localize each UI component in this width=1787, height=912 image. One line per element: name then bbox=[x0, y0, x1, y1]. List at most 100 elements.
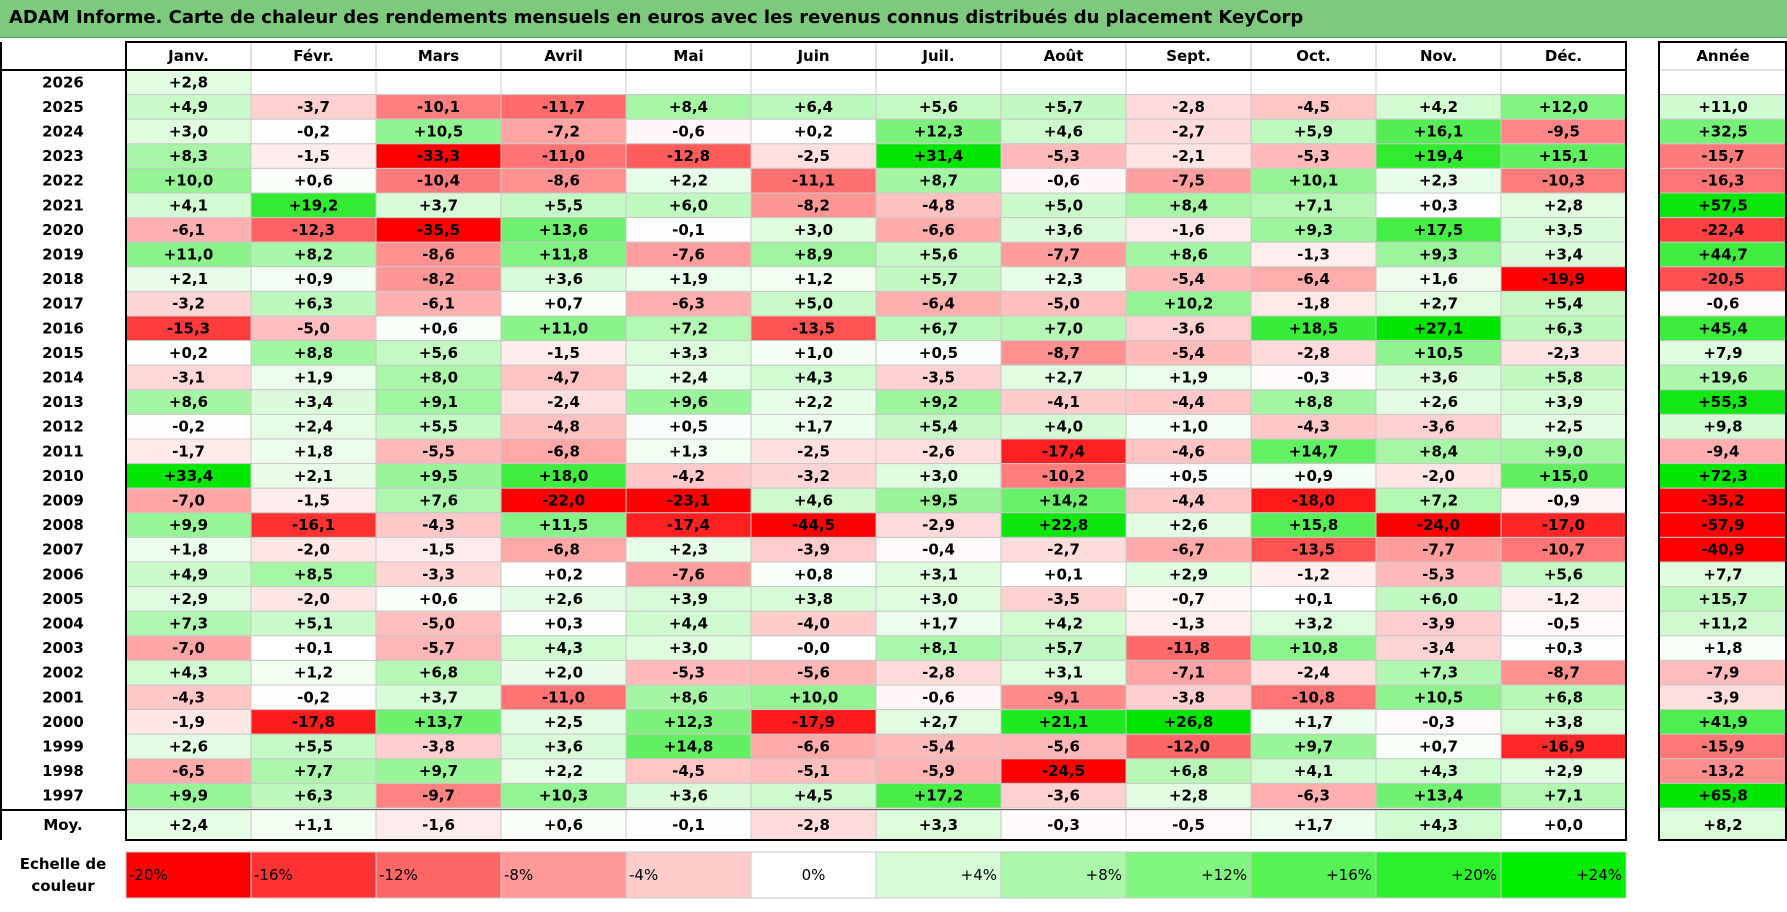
cell-value: +2,1 bbox=[294, 467, 333, 485]
cell-value: +5,9 bbox=[1294, 123, 1333, 141]
cell-value: +0,8 bbox=[794, 565, 833, 583]
cell-value: -13,5 bbox=[792, 319, 835, 337]
cell-value: -3,3 bbox=[422, 565, 455, 583]
heatmap-cell bbox=[750, 610, 877, 637]
cell-value: +9,7 bbox=[1294, 738, 1333, 756]
heatmap-cell bbox=[1125, 635, 1252, 661]
cell-value: +2,7 bbox=[1419, 295, 1458, 313]
annual-cell bbox=[1658, 487, 1787, 514]
heatmap-cell bbox=[1250, 389, 1377, 415]
cell-value: -5,3 bbox=[1422, 565, 1455, 583]
annual-value: +57,5 bbox=[1698, 196, 1748, 214]
cell-value: +4,6 bbox=[1044, 123, 1083, 141]
heatmap-cell bbox=[1000, 143, 1127, 169]
heatmap-cell bbox=[1125, 586, 1252, 612]
heatmap-cell bbox=[750, 217, 877, 243]
heatmap-cell bbox=[750, 290, 877, 317]
heatmap-cell bbox=[375, 241, 502, 268]
month-header: Avril bbox=[544, 47, 583, 65]
cell-value: -5,9 bbox=[922, 762, 955, 780]
cell-value: +6,8 bbox=[419, 664, 458, 682]
heatmap-cell bbox=[1375, 438, 1502, 465]
cell-value: +3,8 bbox=[1544, 713, 1583, 731]
annual-value: +15,7 bbox=[1698, 590, 1748, 608]
cell-value: -2,0 bbox=[1422, 467, 1455, 485]
cell-value: +0,2 bbox=[544, 565, 583, 583]
annual-cell bbox=[1658, 266, 1787, 292]
cell-value: -10,3 bbox=[1542, 172, 1585, 190]
cell-value: +22,8 bbox=[1039, 516, 1089, 534]
heatmap-cell bbox=[1125, 364, 1252, 391]
cell-value: +8,6 bbox=[669, 688, 708, 706]
cell-value: -4,0 bbox=[797, 615, 830, 633]
heatmap-cell bbox=[875, 167, 1002, 194]
cell-value: +3,0 bbox=[919, 590, 958, 608]
heatmap-cell bbox=[375, 438, 502, 465]
heatmap-cell bbox=[500, 463, 627, 489]
heatmap-cell bbox=[875, 364, 1002, 391]
cell-value: +8,3 bbox=[169, 147, 208, 165]
cell-value: +1,3 bbox=[669, 442, 708, 460]
annual-value: +9,8 bbox=[1703, 418, 1742, 436]
year-label: 2022 bbox=[42, 172, 84, 190]
cell-value: -0,6 bbox=[922, 688, 955, 706]
cell-value: -0,7 bbox=[1172, 590, 1205, 608]
cell-value: +4,9 bbox=[169, 98, 208, 116]
cell-value: +9,3 bbox=[1419, 246, 1458, 264]
cell-value: +4,9 bbox=[169, 565, 208, 583]
year-label: 1999 bbox=[42, 738, 84, 756]
heatmap-cell bbox=[250, 635, 377, 661]
heatmap-cell bbox=[750, 782, 877, 809]
cell-value: +3,6 bbox=[669, 787, 708, 805]
cell-value: +9,0 bbox=[1544, 442, 1583, 460]
heatmap-cell bbox=[1375, 536, 1502, 563]
heatmap-cell bbox=[625, 266, 752, 292]
cell-value: +6,3 bbox=[1544, 319, 1583, 337]
cell-value: +11,5 bbox=[539, 516, 589, 534]
cell-value: -9,5 bbox=[1547, 123, 1580, 141]
heatmap-cell bbox=[625, 487, 752, 514]
heatmap-cell bbox=[750, 463, 877, 489]
cell-value: -1,2 bbox=[1297, 565, 1330, 583]
cell-value: -2,8 bbox=[1297, 344, 1330, 362]
heatmap-cell bbox=[375, 192, 502, 219]
cell-value: +5,5 bbox=[419, 418, 458, 436]
scale-swatch bbox=[375, 851, 502, 899]
cell-value: -1,6 bbox=[1172, 221, 1205, 239]
cell-value: -4,6 bbox=[1172, 442, 1205, 460]
title-bar: ADAM Informe. Carte de chaleur des rende… bbox=[0, 0, 1787, 38]
cell-value: +6,0 bbox=[669, 196, 708, 214]
cell-value: -13,5 bbox=[1292, 541, 1335, 559]
cell-value: -7,1 bbox=[1172, 664, 1205, 682]
heatmap-cell bbox=[750, 586, 877, 612]
heatmap-cell bbox=[1375, 635, 1502, 661]
heatmap-cell bbox=[1250, 586, 1377, 612]
average-cell bbox=[375, 809, 502, 841]
annual-value: +1,8 bbox=[1703, 639, 1742, 657]
cell-value: +3,1 bbox=[919, 565, 958, 583]
cell-value: +3,2 bbox=[1294, 615, 1333, 633]
header-cell bbox=[875, 41, 1002, 71]
cell-value: +27,1 bbox=[1414, 319, 1464, 337]
year-label: 2007 bbox=[42, 541, 84, 559]
heatmap-cell bbox=[625, 167, 752, 194]
cell-value: -2,8 bbox=[922, 664, 955, 682]
heatmap-cell bbox=[1375, 586, 1502, 612]
heatmap-cell bbox=[1375, 241, 1502, 268]
cell-value: +8,1 bbox=[919, 639, 958, 657]
heatmap-cell bbox=[1500, 610, 1627, 637]
year-label: 2009 bbox=[42, 492, 84, 510]
cell-value: +4,3 bbox=[794, 369, 833, 387]
heatmap-cell bbox=[125, 217, 252, 243]
cell-value: +10,3 bbox=[539, 787, 589, 805]
heatmap-cell bbox=[1500, 586, 1627, 612]
cell-value: +6,7 bbox=[919, 319, 958, 337]
heatmap-cell bbox=[625, 241, 752, 268]
cell-value: +0,2 bbox=[169, 344, 208, 362]
month-header: Juin bbox=[796, 47, 829, 65]
cell-value: -1,2 bbox=[1547, 590, 1580, 608]
heatmap-cell bbox=[1375, 610, 1502, 637]
heatmap-cell bbox=[1250, 167, 1377, 194]
cell-value: -4,8 bbox=[922, 196, 955, 214]
heatmap-cell bbox=[1250, 438, 1377, 465]
